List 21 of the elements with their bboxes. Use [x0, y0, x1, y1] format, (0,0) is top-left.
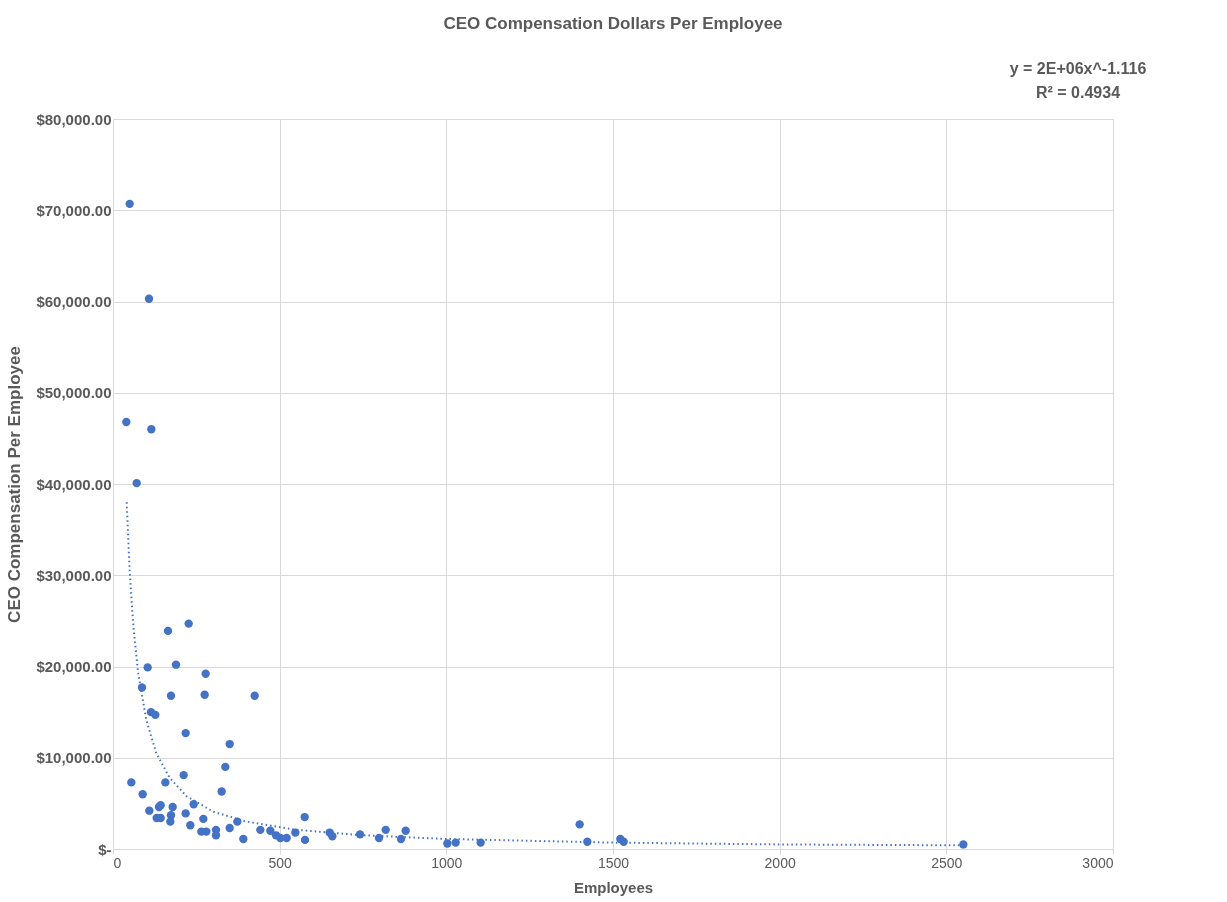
x-tick-label: 1000	[431, 854, 463, 871]
x-tick-label: 3000	[1082, 854, 1114, 871]
y-tick-label: $10,000.00	[36, 749, 112, 767]
y-tick-label: $20,000.00	[36, 658, 112, 675]
chart-title: CEO Compensation Dollars Per Employee	[443, 14, 783, 33]
x-axis-title: Employees	[573, 878, 654, 896]
text: y = 2E+06x^-1.116	[1009, 60, 1147, 77]
y-tick-label: $60,000.00	[36, 293, 112, 310]
x-tick-label: 2500	[931, 854, 963, 871]
y-tick-label: $50,000.00	[36, 384, 112, 402]
x-tick-label: 0	[113, 854, 122, 871]
y-tick-label: $70,000.00	[36, 201, 112, 219]
y-tick-label: $30,000.00	[36, 566, 112, 584]
x-tick-label: 500	[268, 854, 293, 871]
y-axis-title: CEO Compensation Per Employee	[5, 346, 25, 623]
x-tick-label: 2000	[764, 854, 796, 871]
x-tick-label: 1500	[597, 854, 630, 871]
text: R² = 0.4934	[1035, 84, 1121, 101]
y-tick-label: $40,000.00	[36, 475, 112, 493]
y-tick-label: $-	[98, 840, 112, 858]
y-tick-label: $80,000.00	[36, 110, 112, 128]
